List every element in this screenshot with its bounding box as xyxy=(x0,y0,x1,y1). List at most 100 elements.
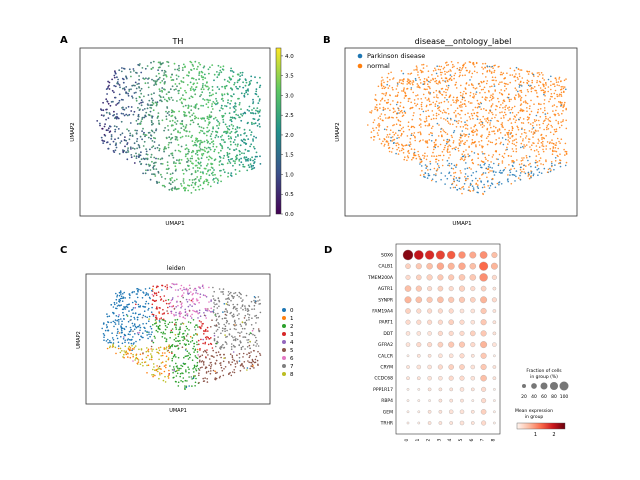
cell-point xyxy=(438,154,440,157)
cell-point xyxy=(455,114,457,117)
cell-point xyxy=(155,292,158,295)
cell-point xyxy=(517,111,520,114)
cell-point xyxy=(152,299,155,302)
cell-point xyxy=(403,110,406,113)
cell-point xyxy=(201,354,204,357)
cell-point xyxy=(518,118,520,121)
cell-point xyxy=(476,99,479,102)
cell-point xyxy=(197,65,199,68)
cell-point xyxy=(248,166,251,169)
cell-point xyxy=(502,72,505,74)
cell-point xyxy=(432,125,434,128)
cell-point xyxy=(499,111,501,114)
cell-point xyxy=(176,365,178,367)
cell-point xyxy=(140,92,143,95)
cell-point xyxy=(135,132,138,135)
cell-point xyxy=(415,68,417,71)
cell-point xyxy=(220,364,222,367)
cell-point xyxy=(184,127,187,129)
cell-point xyxy=(510,155,512,157)
cell-point xyxy=(161,119,164,122)
cell-point xyxy=(504,85,506,87)
cell-point xyxy=(223,130,226,133)
cell-point xyxy=(169,337,171,339)
cell-point xyxy=(155,325,158,327)
cell-point xyxy=(254,358,257,361)
cell-point xyxy=(509,171,512,174)
cell-point xyxy=(229,136,232,139)
cell-point xyxy=(228,81,231,84)
cell-point xyxy=(258,100,261,102)
cell-point xyxy=(414,139,417,142)
cell-point xyxy=(230,143,232,146)
cell-point xyxy=(158,149,161,152)
cell-point xyxy=(147,136,150,139)
cell-point xyxy=(176,369,179,372)
cell-point xyxy=(543,167,546,170)
cell-point xyxy=(199,177,202,180)
cell-point xyxy=(189,123,192,126)
expression-dot xyxy=(480,409,487,415)
cell-point xyxy=(242,299,244,301)
cell-point xyxy=(181,289,183,292)
cell-point xyxy=(439,143,442,146)
cell-point xyxy=(420,133,422,136)
cell-point xyxy=(133,291,135,293)
cell-point xyxy=(530,148,532,151)
cell-point xyxy=(471,161,474,164)
cell-point xyxy=(139,89,142,92)
cell-point xyxy=(180,145,183,148)
cell-point xyxy=(209,367,212,370)
cell-point xyxy=(149,169,152,171)
cell-point xyxy=(154,147,157,150)
cell-point xyxy=(400,82,403,85)
cell-point xyxy=(210,115,213,118)
cell-point xyxy=(186,313,189,315)
cell-point xyxy=(461,103,464,106)
cell-point xyxy=(554,164,556,166)
cell-point xyxy=(151,350,153,352)
cell-point xyxy=(428,123,430,125)
cell-point xyxy=(392,107,395,110)
expression-dot xyxy=(404,285,412,292)
cell-point xyxy=(172,99,174,101)
cell-point xyxy=(517,90,519,93)
cell-point xyxy=(564,154,566,156)
legend-marker xyxy=(282,316,286,320)
expression-dot xyxy=(417,388,421,391)
expression-dot xyxy=(492,331,497,336)
cell-point xyxy=(399,79,401,81)
cell-point xyxy=(196,351,199,353)
cell-point xyxy=(186,74,188,77)
cell-point xyxy=(489,124,491,126)
cell-point xyxy=(432,117,435,120)
cell-point xyxy=(100,136,103,139)
cell-point xyxy=(196,357,199,360)
cell-point xyxy=(181,346,184,349)
cell-point xyxy=(491,97,494,100)
cell-point xyxy=(162,96,165,99)
cell-point xyxy=(217,127,220,130)
cell-point xyxy=(152,348,154,351)
cell-point xyxy=(507,134,510,136)
cell-point xyxy=(520,160,523,162)
cell-point xyxy=(398,119,400,122)
cell-point xyxy=(374,94,377,96)
cell-point xyxy=(245,294,248,297)
cell-point xyxy=(123,87,126,89)
cell-point xyxy=(219,66,222,68)
cell-point xyxy=(503,111,506,114)
cell-point xyxy=(175,345,178,347)
cell-point xyxy=(122,108,125,111)
cell-point xyxy=(164,332,166,335)
cell-point xyxy=(513,76,515,78)
cell-point xyxy=(180,380,182,382)
cell-point xyxy=(477,157,480,159)
cell-point xyxy=(447,80,449,83)
cell-point xyxy=(211,89,214,92)
cell-point xyxy=(198,301,200,304)
cell-point xyxy=(469,102,472,104)
cell-point xyxy=(472,134,474,136)
cell-point xyxy=(435,100,438,103)
